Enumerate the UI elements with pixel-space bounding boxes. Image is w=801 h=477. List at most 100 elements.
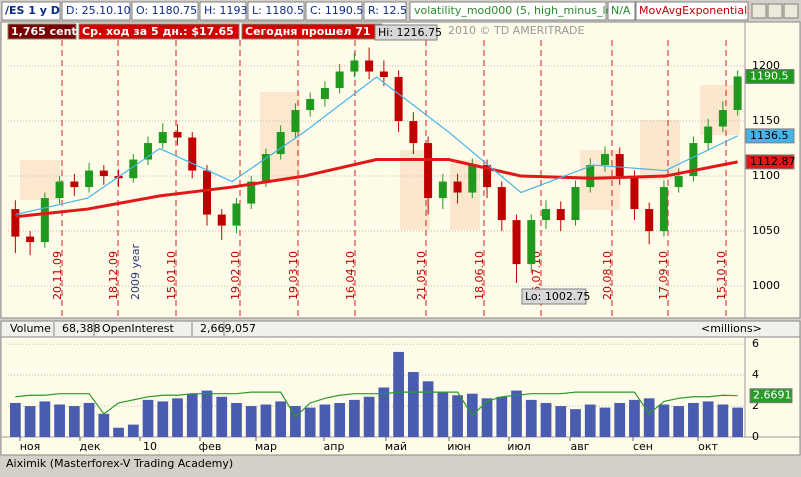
volume-bar	[437, 392, 449, 437]
volume-bar	[83, 402, 95, 437]
toolbar-value: O: 1180.75	[136, 4, 197, 17]
oi-tag-label: 2.6691	[753, 389, 792, 402]
toolbar-field	[305, 1, 363, 21]
info-label	[7, 23, 77, 40]
volume-header-text: 68,388	[62, 322, 101, 335]
toolbar-value: C: 1190.5	[310, 4, 363, 17]
volume-bar	[334, 402, 346, 437]
candle-body	[630, 176, 639, 210]
x-tick-label: авг	[570, 440, 589, 453]
volume-bar	[496, 396, 508, 437]
annotation-box	[374, 24, 438, 41]
volume-bar	[349, 399, 360, 437]
candle-body	[512, 220, 521, 265]
volume-bar	[98, 413, 110, 437]
candle-body	[99, 170, 108, 177]
toolbar-field	[409, 1, 607, 21]
ema-name: MovAvgExponential (...	[639, 4, 765, 17]
volume-bar	[231, 402, 242, 437]
candle-body	[306, 99, 315, 111]
volume-bar	[452, 395, 463, 437]
volume-bar	[363, 396, 375, 437]
study-name: volatility_mod000 (5, high_minus_low, 1)	[414, 4, 640, 17]
toolbar-button[interactable]	[767, 3, 783, 19]
candle-body	[276, 132, 285, 155]
x-tick-label: июн	[447, 440, 471, 453]
volume-bar	[10, 402, 21, 437]
footer: Aiximik (Masterforex-V Trading Academy)	[6, 457, 233, 470]
candle-body	[232, 203, 241, 226]
candle-body	[144, 143, 153, 160]
x-tick-label: окт	[698, 440, 718, 453]
candle-body	[704, 126, 713, 144]
candle-body	[438, 181, 447, 199]
price-tag-label: 1112.87	[750, 155, 796, 168]
price-tag	[745, 68, 795, 84]
volume-bar	[555, 406, 567, 437]
candle-body	[542, 209, 551, 221]
candle-body	[527, 220, 536, 265]
x-tick-label: дек	[79, 440, 100, 453]
date-line-label: 16.04.10	[344, 251, 357, 300]
x-tick-label: апр	[324, 440, 345, 453]
volume-bar	[172, 398, 183, 437]
annotation: Lo: 1002.75	[525, 290, 590, 303]
volume-bar	[717, 404, 729, 437]
toolbar-field	[131, 1, 199, 21]
candle-body	[468, 165, 477, 193]
date-line-label: 20.08.10	[601, 251, 614, 300]
candle-body	[689, 143, 698, 177]
volume-bar	[393, 351, 404, 437]
date-line-label: 17.09.10	[657, 251, 670, 300]
volume-bar	[481, 398, 493, 437]
volume-bar	[422, 381, 434, 437]
date-line-label: 15.01.10	[165, 251, 178, 300]
volume-header-text: Volume	[10, 322, 51, 335]
y-tick-label: 1100	[752, 169, 780, 182]
volume-bar	[54, 404, 65, 437]
candle-body	[11, 209, 20, 237]
candle-body	[217, 214, 226, 226]
candle-body	[173, 132, 182, 138]
candle-body	[247, 181, 256, 204]
candle-body	[483, 165, 492, 188]
toolbar-field	[199, 1, 247, 21]
candle-body	[291, 110, 300, 133]
volume-bar	[658, 404, 670, 437]
volume-bar	[629, 399, 640, 437]
candle-body	[129, 159, 138, 179]
toolbar-button[interactable]	[783, 3, 799, 19]
x-tick-label: май	[385, 440, 407, 453]
y-tick-label: 4	[752, 368, 759, 381]
candle-body	[674, 176, 683, 188]
toolbar-field	[607, 1, 636, 21]
annotation-box	[521, 288, 587, 305]
candle-body	[453, 181, 462, 193]
volume-bar	[511, 390, 522, 437]
volume-bar	[688, 402, 699, 437]
date-line-label: 19.03.10	[287, 251, 300, 300]
candle-body	[600, 154, 609, 166]
date-line-label: 15.10.10	[715, 251, 728, 300]
toolbar-button[interactable]	[751, 3, 767, 19]
volume-bar	[127, 424, 139, 437]
date-line-label: 2009 year	[129, 243, 142, 300]
volume-bar	[599, 407, 611, 437]
profile-block	[580, 150, 620, 210]
x-tick-label: мар	[255, 440, 277, 453]
price-tag-label: 1190.5	[750, 69, 789, 82]
volume-bar	[113, 427, 124, 437]
info-label-text: Ср. ход за 5 дн.: $17.65	[82, 25, 234, 38]
volume-bar	[584, 404, 596, 437]
candle-body	[365, 60, 374, 72]
volume-bar	[319, 404, 331, 437]
candle-body	[615, 154, 624, 177]
volume-bar	[142, 399, 154, 437]
candle-body	[55, 181, 64, 199]
volume-header	[0, 320, 801, 338]
y-tick-label: 1150	[752, 114, 780, 127]
annotation: Hi: 1216.75	[378, 26, 442, 39]
oi-tag	[749, 388, 793, 404]
candle-body	[320, 88, 329, 100]
candle-body	[70, 181, 79, 188]
